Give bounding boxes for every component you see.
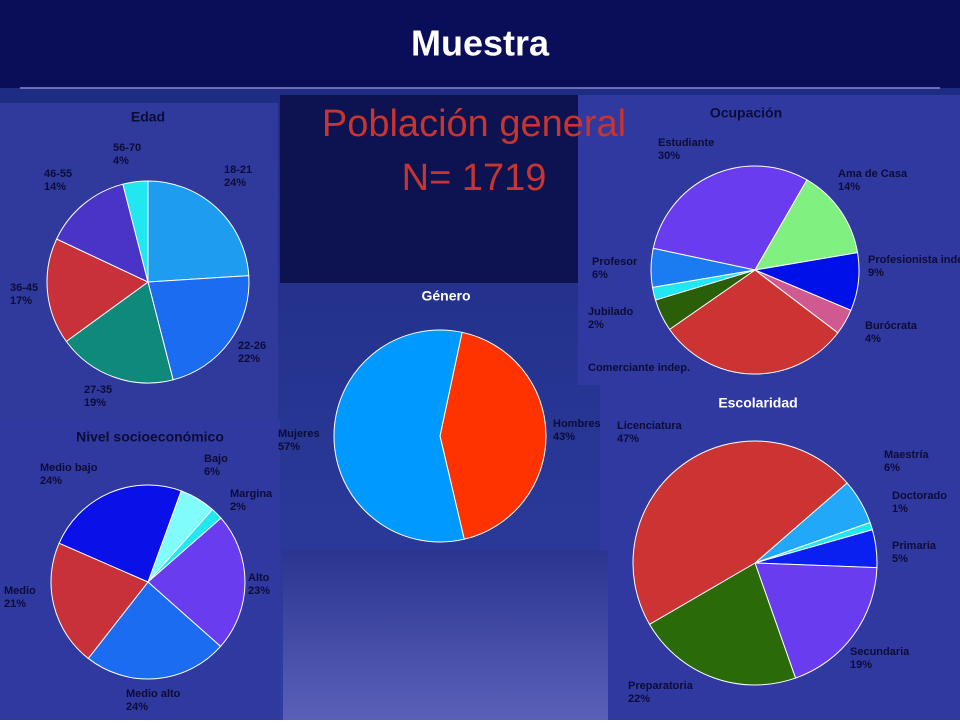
slice-label: Jubilado: [588, 306, 634, 318]
slice-label: Profesor: [592, 256, 638, 268]
chart-title: Género: [421, 288, 470, 304]
value-label: 17%: [10, 295, 32, 307]
slice-label: 36-45: [10, 282, 38, 294]
pie-slice: [65, 281, 174, 384]
heading-box: [280, 95, 578, 283]
value-label: 6%: [884, 462, 900, 474]
slice-label: 56-70: [113, 142, 141, 154]
value-label: 14%: [44, 181, 66, 193]
value-label: 30%: [658, 150, 680, 162]
pie-slice: [648, 562, 797, 686]
value-label: 4%: [113, 155, 129, 167]
pie-slice: [147, 517, 246, 648]
pie-slice: [754, 179, 859, 271]
chart-title: Ocupación: [710, 105, 782, 121]
slice-label: Margina: [230, 488, 273, 500]
value-label: 43%: [553, 431, 575, 443]
slice-label: Bajo: [204, 453, 228, 465]
value-label: 1%: [892, 503, 908, 515]
slice-label: Hombres: [553, 418, 601, 430]
value-label: 21%: [4, 598, 26, 610]
slice-label: Preparatoria: [628, 680, 694, 692]
slice-label: 22-26: [238, 340, 266, 352]
value-label: 5%: [892, 553, 908, 565]
value-label: 2%: [588, 319, 604, 331]
value-label: 22%: [628, 693, 650, 705]
value-label: 19%: [84, 397, 106, 409]
value-label: 22%: [238, 353, 260, 365]
value-label: 57%: [278, 441, 300, 453]
value-label: 24%: [40, 475, 62, 487]
title-bar: [0, 0, 960, 88]
pie-slice: [50, 542, 149, 660]
pie-slice: [439, 331, 547, 540]
panel: [283, 550, 608, 720]
slice-label: Primaria: [892, 540, 937, 552]
pie-slice: [55, 183, 149, 283]
pie-slice: [147, 180, 250, 283]
slice-label: Medio: [4, 585, 36, 597]
slice-label: Burócrata: [865, 320, 918, 332]
value-label: 9%: [868, 267, 884, 279]
slice-label: Medio alto: [126, 688, 181, 700]
value-label: 24%: [126, 701, 148, 713]
slide-title: Muestra: [411, 23, 550, 64]
value-label: 19%: [850, 659, 872, 671]
pie-slice: [147, 275, 250, 381]
pie-slice: [122, 180, 149, 283]
pie-slice: [87, 581, 222, 680]
pie-slice: [650, 247, 756, 288]
slice-label: Maestría: [884, 449, 930, 461]
slice-label: 27-35: [84, 384, 112, 396]
slice-label: 18-21: [224, 164, 252, 176]
chart-title: Edad: [131, 109, 165, 125]
slice-label: Doctorado: [892, 490, 947, 502]
slice-label: Secundaria: [850, 646, 910, 658]
value-label: 2%: [230, 501, 246, 513]
value-label: 6%: [592, 269, 608, 281]
value-label: 23%: [248, 585, 270, 597]
chart-title: Nivel socioeconómico: [76, 429, 224, 445]
value-label: 14%: [838, 181, 860, 193]
chart-title: Escolaridad: [718, 395, 797, 411]
slice-label: Estudiante: [658, 137, 714, 149]
sample-size: N= 1719: [402, 157, 547, 199]
slice-label: Ama de Casa: [838, 168, 908, 180]
pie-slice: [632, 440, 848, 626]
slice-label: 46-55: [44, 168, 72, 180]
slice-label: Mujeres: [278, 428, 320, 440]
value-label: 47%: [617, 433, 639, 445]
value-label: 24%: [224, 177, 246, 189]
slice-label: Medio bajo: [40, 462, 98, 474]
pie-slice: [668, 269, 839, 375]
slice-label: Comerciante indep.: [588, 362, 690, 374]
pie-slice: [58, 484, 182, 583]
pie-slice: [46, 238, 149, 343]
slice-label: Licenciatura: [617, 420, 683, 432]
pie-slice: [333, 329, 465, 543]
pie-slice: [652, 165, 808, 271]
slice-label: Alto: [248, 572, 270, 584]
value-label: 4%: [865, 333, 881, 345]
heading: Población general: [322, 103, 626, 145]
value-label: 6%: [204, 466, 220, 478]
slice-label: Profesionista indep.: [868, 254, 960, 266]
